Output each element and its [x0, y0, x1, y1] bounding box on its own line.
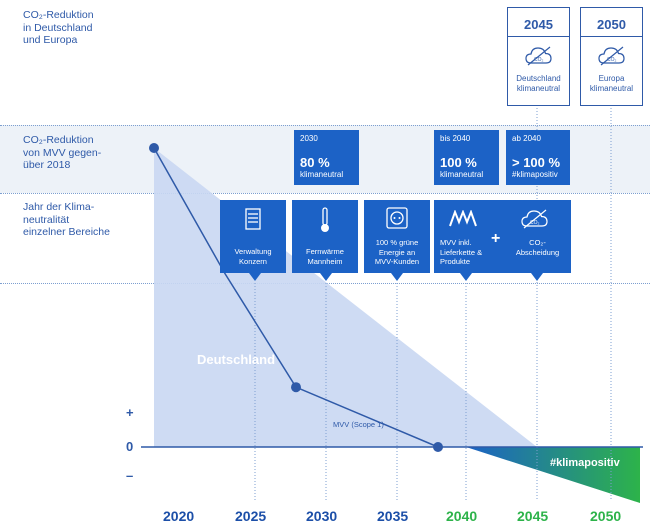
area-card-verwaltung: Verwaltung Konzern: [220, 200, 286, 273]
server-icon: [245, 208, 261, 230]
x-tick-2050: 2050: [590, 508, 622, 524]
milestone-desc: klimaneutral: [300, 170, 344, 179]
klimapositiv-area: [466, 447, 640, 503]
milestone-desc: klimaneutral: [440, 170, 484, 179]
area-card-gruene-energie: 100 % grüne Energie an MVV-Kunden: [364, 200, 430, 273]
milestone-2030: 2030 80 % klimaneutral: [294, 130, 359, 185]
milestone-value: 100 %: [440, 155, 477, 170]
svg-text:CO₂: CO₂: [534, 57, 544, 63]
milestone-ab-2040: ab 2040 > 100 % #klimapositiv: [506, 130, 570, 185]
row-label-mvv-reduction: CO₂-Reduktion von MVV gegen- über 2018: [23, 134, 102, 171]
target-box-2045: 2045 CO₂ Deutschland klimaneutral: [507, 7, 570, 106]
mvv-logo-icon: [449, 210, 477, 227]
pointer-2040: [460, 273, 472, 281]
milestone-year: 2030: [300, 134, 318, 143]
milestone-desc: #klimapositiv: [512, 170, 558, 179]
area-label: MVV inkl. Lieferkette & Produkte: [440, 238, 483, 266]
x-tick-2045: 2045: [517, 508, 549, 524]
pointer-2045: [531, 273, 543, 281]
y-symbol-zero: 0: [126, 439, 134, 454]
klimapositiv-label: #klimapositiv: [550, 457, 620, 469]
y-symbol-plus: +: [126, 405, 134, 420]
cloud-co2-crossed-icon: CO₂: [525, 46, 552, 66]
x-tick-2025: 2025: [235, 508, 267, 524]
area-label: Verwaltung Konzern: [234, 247, 272, 266]
pointer-2025: [249, 273, 261, 281]
mvv-point-2030: [291, 382, 301, 393]
deutschland-area-label: Deutschland: [197, 352, 276, 367]
milestone-value: 80 %: [300, 155, 330, 170]
thermometer-icon: [321, 207, 329, 232]
milestone-year: ab 2040: [512, 134, 541, 143]
area-card-mvv-lieferkette: MVV inkl. Lieferkette & Produkte + CO₂ C…: [434, 200, 571, 273]
plus-sign: +: [491, 230, 501, 247]
x-tick-2035: 2035: [377, 508, 409, 524]
area-label: Fernwärme Mannheim: [306, 247, 344, 266]
cloud-co2-crossed-icon: CO₂: [598, 46, 625, 66]
row-label-climate-neutrality: Jahr der Klima- neutralität einzelner Be…: [23, 201, 110, 238]
x-tick-2040: 2040: [446, 508, 478, 524]
target-box-2050: 2050 CO₂ Europa klimaneutral: [580, 7, 643, 106]
target-year: 2045: [524, 17, 553, 32]
mvv-point-2020: [149, 143, 159, 153]
row-divider: [0, 125, 650, 126]
target-label: Europa klimaneutral: [589, 74, 634, 93]
x-tick-2030: 2030: [306, 508, 338, 524]
area-card-fernwaerme: Fernwärme Mannheim: [292, 200, 358, 273]
area-label: CO₂- Abscheidung: [515, 238, 560, 257]
pointer-2035: [391, 273, 403, 281]
cloud-co2-crossed-icon: CO₂: [521, 209, 548, 229]
target-label: Deutschland klimaneutral: [516, 74, 561, 93]
milestone-value: > 100 %: [512, 155, 561, 170]
target-year: 2050: [597, 17, 626, 32]
area-label: 100 % grüne Energie an MVV-Kunden: [374, 238, 420, 266]
power-socket-icon: [386, 207, 408, 229]
svg-text:CO₂: CO₂: [607, 57, 617, 63]
row-divider: [0, 193, 650, 194]
pointer-2030: [320, 273, 332, 281]
mvv-point-2040: [433, 442, 443, 452]
mvv-scope1-line: [153, 147, 439, 448]
mvv-series-label: MVV (Scope 1): [333, 420, 384, 429]
y-symbol-minus: –: [126, 468, 134, 483]
page-title: CO₂-Reduktion in Deutschland und Europa: [23, 9, 94, 46]
milestone-year: bis 2040: [440, 134, 471, 143]
svg-text:CO₂: CO₂: [530, 220, 540, 226]
x-tick-2020: 2020: [163, 508, 195, 524]
milestone-bis-2040: bis 2040 100 % klimaneutral: [434, 130, 499, 185]
